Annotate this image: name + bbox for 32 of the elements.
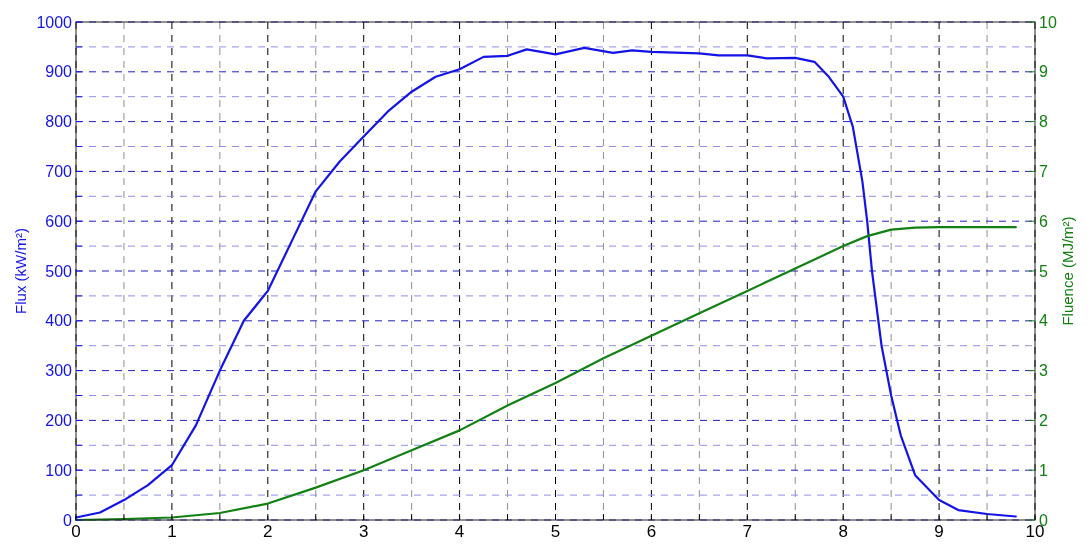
- x-tick-label: 3: [358, 522, 369, 541]
- y2-tick-label: 10: [1039, 13, 1057, 31]
- y-tick-label: 100: [45, 461, 73, 479]
- x-tick-label: 8: [838, 522, 848, 541]
- y2-tick-label: 3: [1039, 362, 1048, 380]
- y-tick-label: 0: [63, 511, 73, 529]
- y-axis-title: Flux (kW/m²): [12, 228, 29, 314]
- y2-tick-label: 9: [1039, 63, 1048, 81]
- x-tick-label: 2: [263, 522, 273, 541]
- y-tick-label: 600: [45, 212, 73, 230]
- y2-tick-label: 6: [1039, 212, 1048, 230]
- y2-tick-label: 7: [1039, 163, 1048, 180]
- y2-tick-label: 5: [1039, 262, 1048, 280]
- y-tick-label: 1000: [36, 13, 73, 31]
- y-tick-label: 800: [45, 113, 73, 131]
- y-tick-label: 500: [45, 262, 73, 280]
- y-tick-label: 900: [45, 63, 73, 81]
- x-tick-label: 7: [742, 522, 753, 541]
- x-tick-label: 9: [934, 522, 944, 541]
- y-tick-label: 400: [45, 312, 73, 330]
- x-tick-label: 6: [646, 522, 657, 541]
- y2-tick-label: 2: [1039, 412, 1048, 429]
- x-tick-label: 4: [454, 522, 465, 541]
- y2-tick-label: 1: [1039, 461, 1048, 479]
- y-tick-label: 300: [45, 362, 73, 380]
- x-tick-label: 5: [550, 522, 561, 541]
- y-tick-label: 700: [45, 163, 73, 180]
- y2-axis-title: Fluence (MJ/m²): [1059, 216, 1076, 326]
- y2-tick-label: 8: [1039, 113, 1048, 131]
- y2-tick-label: 4: [1039, 312, 1048, 330]
- y-tick-label: 200: [45, 412, 73, 429]
- x-tick-label: 1: [167, 522, 177, 541]
